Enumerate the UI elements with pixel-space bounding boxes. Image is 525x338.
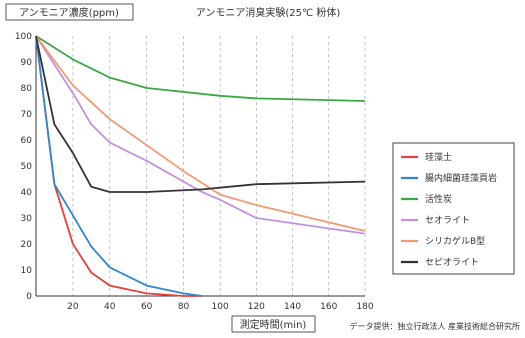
y-tick-2: 20: [21, 240, 33, 250]
y-tick-3: 30: [21, 214, 33, 224]
y-tick-labels: 0 10 20 30 40 50 60 70 80 90 100: [15, 32, 32, 302]
x-tick-7: 160: [320, 302, 337, 312]
x-tick-3: 80: [178, 302, 190, 312]
series-lines: [35, 35, 366, 297]
legend-label-1: 腸内細菌珪藻頁岩: [425, 172, 497, 184]
x-tick-0: 20: [67, 302, 79, 312]
series-line-5: [35, 35, 366, 193]
x-tick-8: 180: [356, 302, 373, 312]
y-axis-label-box: [5, 3, 134, 21]
y-tick-4: 40: [21, 188, 33, 198]
x-tick-2: 60: [141, 302, 153, 312]
y-tick-6: 60: [21, 136, 33, 146]
y-tick-10: 100: [15, 32, 32, 42]
y-tick-5: 50: [21, 162, 33, 172]
x-axis-label: 測定時間(min): [240, 318, 307, 331]
legend-label-3: セオライト: [425, 215, 470, 226]
axes: [35, 36, 365, 297]
series-line-4: [35, 35, 366, 232]
y-tick-7: 70: [21, 110, 33, 120]
series-line-1: [35, 35, 203, 297]
data-source-note: データ提供：独立行政法人 産業技術総合研究所: [349, 321, 520, 331]
legend-label-0: 珪藻土: [425, 151, 452, 163]
y-tick-1: 10: [21, 266, 33, 276]
series-line-3: [35, 35, 366, 235]
x-tick-1: 40: [104, 302, 116, 312]
series-line-2: [35, 35, 366, 102]
chart-title: アンモニア消臭実験(25℃ 粉体): [196, 6, 341, 19]
legend-label-5: セピオライト: [425, 257, 479, 268]
x-tick-labels: 20 40 60 80 100 120 140 160 180: [67, 302, 374, 312]
y-tick-8: 80: [21, 84, 33, 94]
legend-label-4: シリカゲルB型: [425, 235, 485, 247]
x-tick-4: 100: [212, 302, 229, 312]
y-axis-label: アンモニア濃度(ppm): [19, 6, 119, 19]
x-axis-label-box: [231, 315, 316, 333]
y-tick-9: 90: [21, 58, 33, 68]
y-tick-0: 0: [26, 292, 32, 302]
x-tick-5: 120: [248, 302, 265, 312]
x-tick-6: 140: [284, 302, 301, 312]
legend-label-2: 活性炭: [425, 193, 452, 205]
grid-lines: [72, 36, 366, 296]
series-line-0: [35, 35, 202, 297]
legend-box: [392, 142, 515, 275]
